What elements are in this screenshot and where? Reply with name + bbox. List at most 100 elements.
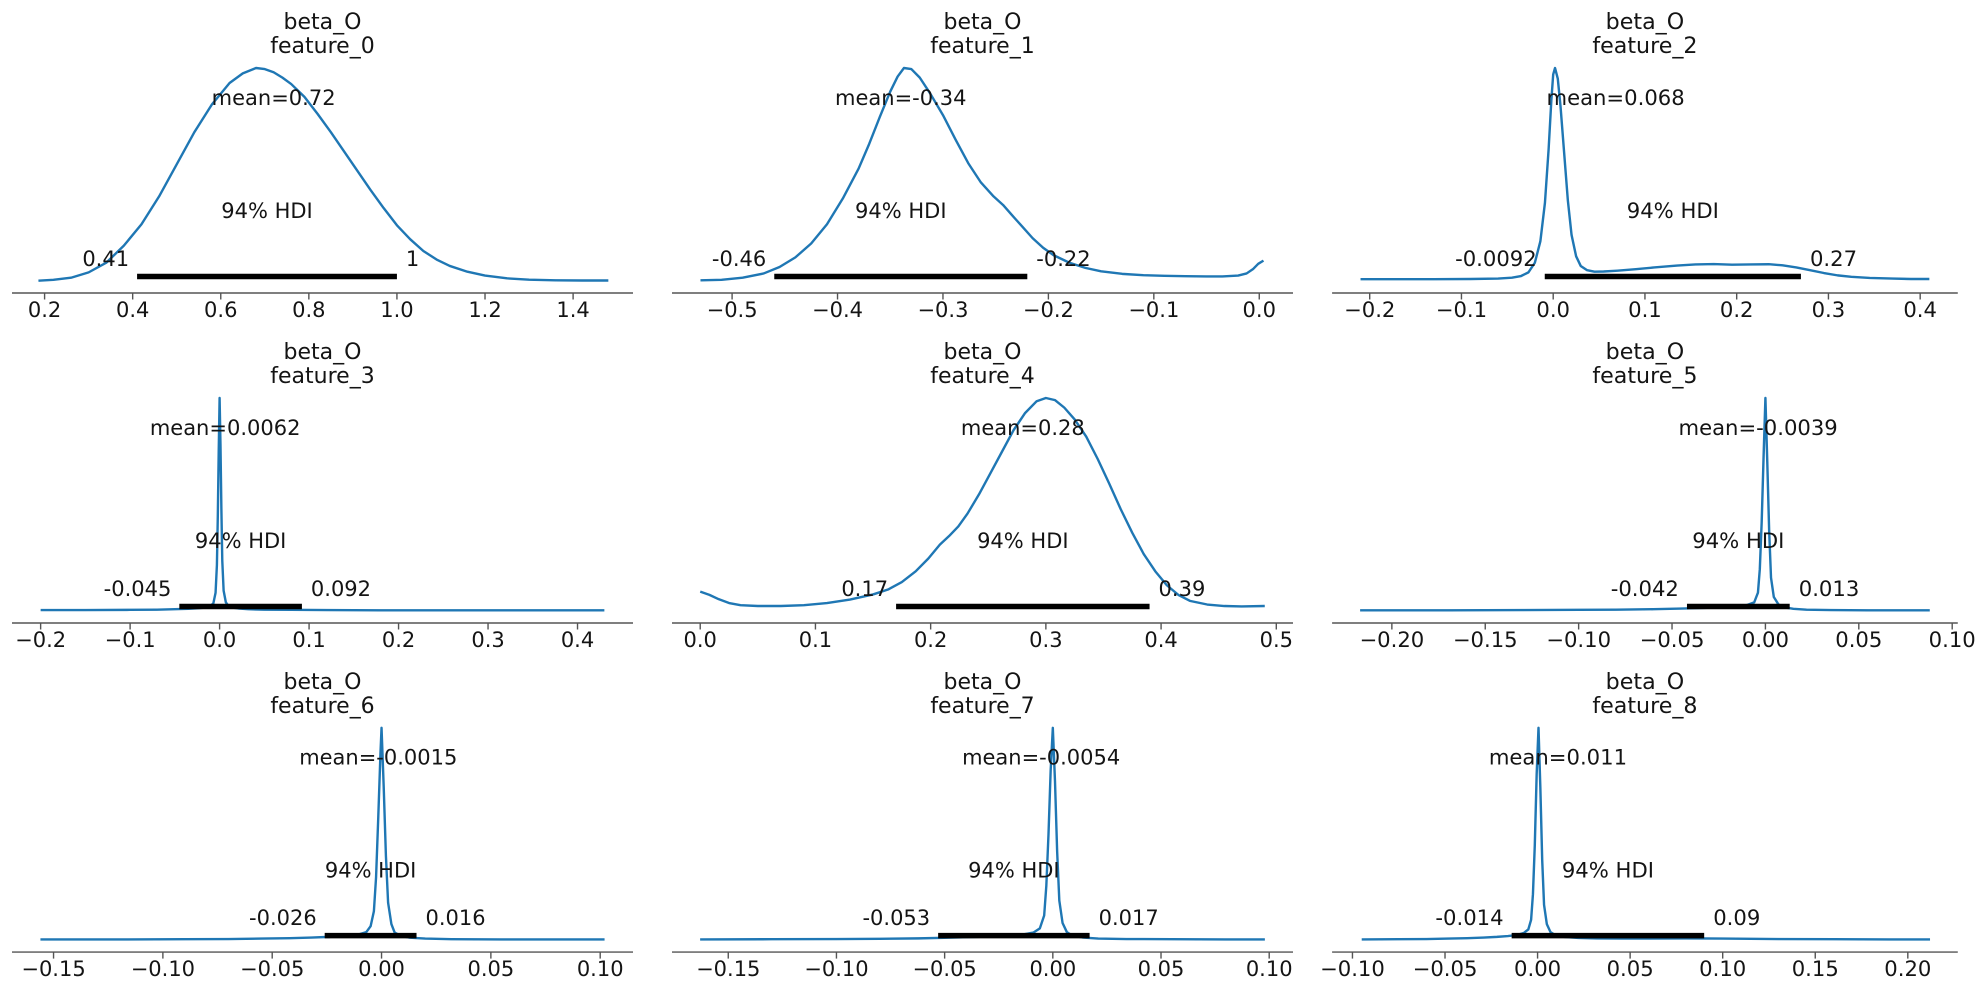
hdi-hi-label: 0.09	[1713, 905, 1760, 930]
x-tick-label: −0.4	[812, 298, 863, 322]
hdi-lo-label: -0.46	[712, 247, 766, 271]
hdi-label: 94% HDI	[968, 858, 1059, 882]
hdi-lo-label: -0.053	[862, 906, 930, 930]
posterior-subplot-feature-2: beta_O feature_2 −0.2 −0.1 0.0 0.1 0.2 0.3 0.4 me…	[1320, 0, 1985, 330]
x-tick-label: 0.15	[1792, 956, 1839, 981]
x-tick-label: 0.0	[1536, 297, 1570, 322]
posterior-subplot-feature-1: beta_O feature_1 −0.5 −0.4 −0.3 −0.2 −0.1 0.0 me…	[660, 0, 1320, 330]
x-tick-label: 0.10	[1699, 956, 1746, 981]
x-tick-label: 1.0	[380, 298, 413, 322]
posterior-subplot-feature-3: beta_O feature_3 −0.2 −0.1 0.0 0.1 0.2 0.3 0.4 me…	[0, 330, 660, 660]
hdi-hi-label: 0.27	[1810, 246, 1857, 271]
x-tick-label: −0.10	[804, 957, 868, 981]
hdi-lo-label: 0.17	[841, 577, 888, 601]
mean-label: mean=-0.34	[835, 86, 967, 110]
x-tick-label: −0.20	[1359, 627, 1424, 652]
kde-curve	[699, 396, 1265, 608]
kde-curve	[1360, 66, 1930, 281]
hdi-label: 94% HDI	[221, 199, 313, 223]
x-tick-label: 0.10	[577, 957, 624, 981]
x-tick-label: −0.10	[131, 957, 195, 981]
hdi-hi-label: 0.39	[1159, 577, 1206, 601]
x-tick-label: 0.00	[1514, 956, 1561, 981]
plot-subtitle: feature_2	[1592, 34, 1697, 59]
x-tick-label: −0.2	[1344, 297, 1395, 322]
x-tick-label: −0.1	[1128, 298, 1179, 322]
kde-curve	[38, 66, 609, 282]
plot-subtitle: feature_3	[270, 364, 374, 389]
x-tick-label: 1.4	[556, 298, 589, 322]
plot-subtitle: feature_7	[930, 694, 1034, 719]
posterior-subplot-feature-6: beta_O feature_6 −0.15 −0.10 −0.05 0.00 0.05 0.…	[0, 660, 660, 989]
mean-label: mean=0.0062	[150, 416, 301, 440]
plot-subtitle: feature_5	[1592, 364, 1697, 389]
plot-title: beta_O	[944, 340, 1022, 365]
x-tick-label: −0.10	[1546, 627, 1611, 652]
x-tick-label: −0.1	[105, 628, 156, 652]
kde-curve	[1361, 726, 1931, 941]
x-tick-label: 0.0	[203, 628, 236, 652]
x-tick-label: −0.05	[1640, 627, 1705, 652]
x-tick-label: −0.3	[917, 298, 968, 322]
x-tick-label: 0.2	[1720, 297, 1754, 322]
plot-title: beta_O	[944, 670, 1022, 695]
x-tick-label: −0.05	[240, 957, 304, 981]
x-tick-label: 0.0	[1243, 298, 1276, 322]
x-tick-label: 0.2	[382, 628, 415, 652]
plot-subtitle: feature_8	[1592, 694, 1697, 719]
posterior-subplot-feature-5: beta_O feature_5 −0.20 −0.15 −0.10 −0.05 0.00 0…	[1320, 330, 1985, 660]
x-tick-label: 0.10	[1246, 957, 1293, 981]
x-tick-label: −0.10	[1320, 956, 1385, 981]
x-tick-label: 0.3	[471, 628, 504, 652]
x-tick-label: −0.1	[1436, 297, 1487, 322]
x-tick-label: −0.2	[15, 628, 66, 652]
plot-title: beta_O	[284, 670, 362, 695]
hdi-label: 94% HDI	[325, 858, 416, 882]
x-tick-label: 0.8	[292, 298, 325, 322]
hdi-label: 94% HDI	[855, 199, 947, 223]
x-tick-label: 0.4	[561, 628, 594, 652]
hdi-label: 94% HDI	[977, 529, 1069, 553]
x-tick-label: 0.4	[1144, 628, 1177, 652]
hdi-lo-label: -0.026	[249, 906, 317, 930]
kde-curve	[700, 66, 1265, 282]
plot-title: beta_O	[284, 340, 362, 365]
hdi-lo-label: -0.042	[1611, 576, 1679, 601]
x-tick-label: 0.20	[1884, 956, 1931, 981]
plot-subtitle: feature_1	[930, 34, 1034, 59]
posterior-subplot-feature-8: beta_O feature_8 −0.10 −0.05 0.00 0.05 0.10 0.1…	[1320, 660, 1985, 989]
hdi-label: 94% HDI	[195, 529, 287, 553]
hdi-lo-label: -0.0092	[1455, 246, 1537, 271]
hdi-hi-label: 0.013	[1799, 576, 1860, 601]
x-tick-label: 0.00	[1742, 627, 1789, 652]
hdi-hi-label: -0.22	[1036, 247, 1090, 271]
mean-label: mean=0.011	[1489, 745, 1627, 770]
x-tick-label: 0.05	[1138, 957, 1185, 981]
x-tick-label: 0.3	[1812, 297, 1846, 322]
plot-title: beta_O	[284, 10, 362, 35]
hdi-hi-label: 0.017	[1099, 906, 1159, 930]
hdi-lo-label: 0.41	[82, 247, 129, 271]
mean-label: mean=0.72	[212, 86, 336, 110]
mean-label: mean=-0.0015	[299, 746, 457, 770]
x-tick-label: −0.15	[696, 957, 760, 981]
mean-label: mean=0.28	[961, 416, 1085, 440]
plot-title: beta_O	[1606, 340, 1684, 365]
plot-title: beta_O	[1606, 10, 1684, 35]
hdi-lo-label: -0.045	[104, 577, 172, 601]
hdi-label: 94% HDI	[1562, 857, 1654, 882]
x-tick-label: 0.0	[684, 628, 717, 652]
posterior-subplot-feature-4: beta_O feature_4 0.0 0.1 0.2 0.3 0.4 0.5 mean=0.…	[660, 330, 1320, 660]
plot-subtitle: feature_0	[270, 34, 374, 59]
posterior-subplot-feature-0: beta_O feature_0 0.2 0.4 0.6 0.8 1.0 1.2 1.4 mean…	[0, 0, 660, 330]
x-tick-label: 0.10	[1929, 627, 1976, 652]
x-tick-label: 0.05	[1835, 627, 1882, 652]
